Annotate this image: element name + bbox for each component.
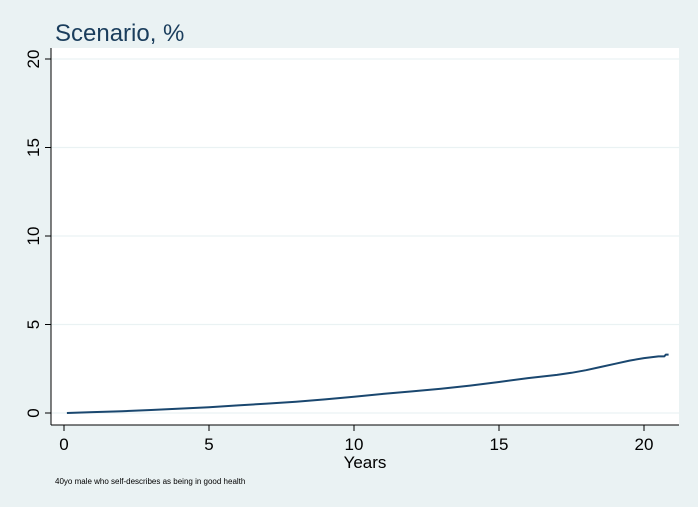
y-tick-label-0: 0 xyxy=(24,408,43,417)
x-ticks: 0 5 10 15 20 xyxy=(59,425,653,454)
y-tick-label-10: 10 xyxy=(24,227,43,246)
x-tick-label-0: 0 xyxy=(59,435,68,454)
series-layer xyxy=(66,353,669,414)
gridlines xyxy=(51,58,679,414)
x-axis-label: Years xyxy=(344,453,387,472)
y-tick-label-15: 15 xyxy=(24,138,43,157)
chart-note: 40yo male who self-describes as being in… xyxy=(55,477,245,486)
series-line-0 xyxy=(66,353,669,414)
chart-title: Scenario, % xyxy=(55,20,184,47)
y-tick-label-5: 5 xyxy=(24,320,43,329)
y-tick-label-20: 20 xyxy=(24,50,43,69)
x-tick-label-10: 10 xyxy=(345,435,364,454)
x-tick-label-20: 20 xyxy=(635,435,654,454)
x-tick-label-15: 15 xyxy=(490,435,509,454)
y-ticks: 0 5 10 15 20 xyxy=(24,50,51,418)
x-tick-label-5: 5 xyxy=(204,435,213,454)
